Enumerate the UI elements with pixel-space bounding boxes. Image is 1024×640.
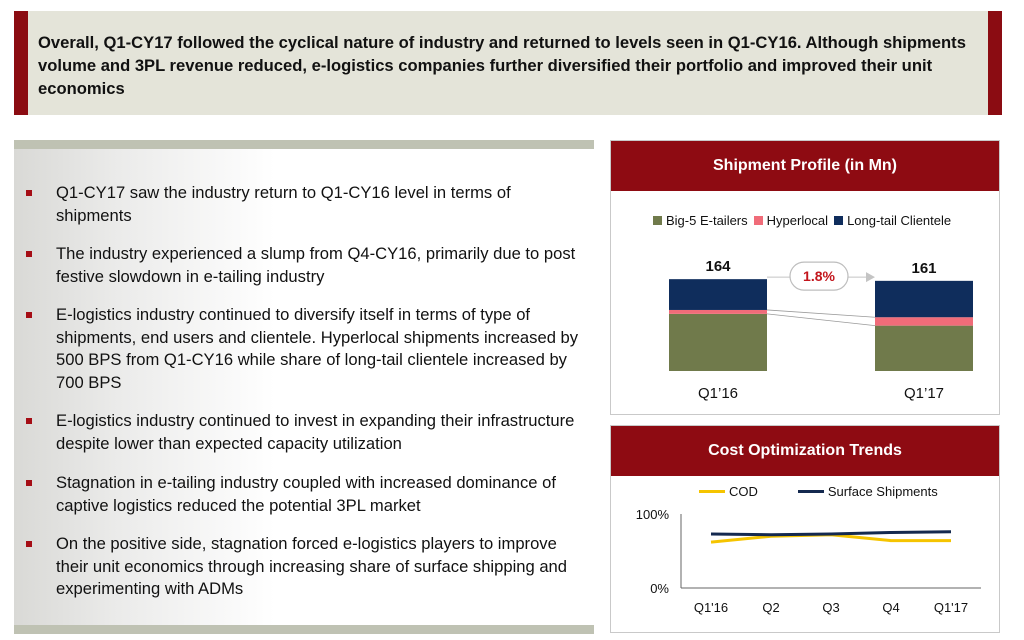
- x-tick-label: Q2: [762, 600, 779, 615]
- shipment-profile-title: Shipment Profile (in Mn): [611, 141, 999, 191]
- bar-total-label: 164: [705, 258, 731, 275]
- legend-swatch: [753, 216, 763, 225]
- category-label: Q1’16: [698, 385, 738, 402]
- legend-line: [797, 490, 824, 493]
- bar-segment: [669, 313, 767, 371]
- legend-item-longtail: Long-tail Clientele: [834, 213, 951, 228]
- legend-label: Surface Shipments: [827, 484, 938, 499]
- bar-segment: [875, 317, 973, 326]
- growth-arrow-head: [866, 272, 875, 283]
- panel-bottom-rule: [14, 625, 594, 634]
- legend-line: [699, 490, 725, 493]
- shipment-legend: Big-5 E-tailers Hyperlocal Long-tail Cli…: [653, 213, 957, 228]
- bullet-marker: [26, 541, 32, 547]
- bar-segment: [875, 325, 973, 371]
- connector-line: [766, 313, 876, 327]
- cost-trends-card: Cost Optimization Trends COD Surface Shi…: [610, 425, 1000, 633]
- page-headline: Overall, Q1-CY17 followed the cyclical n…: [38, 33, 966, 98]
- cost-legend: COD Surface Shipments: [699, 484, 944, 499]
- bullet-marker: [26, 418, 32, 424]
- legend-label: Big-5 E-tailers: [666, 213, 748, 228]
- header-accent-right: [988, 11, 1002, 115]
- legend-swatch: [653, 216, 662, 225]
- legend-item-big5: Big-5 E-tailers: [653, 213, 748, 228]
- surface-series-line: [710, 530, 952, 537]
- legend-label: COD: [729, 484, 758, 499]
- bullet-marker: [26, 312, 32, 318]
- legend-label: Hyperlocal: [766, 213, 829, 228]
- bullet-text: The industry experienced a slump from Q4…: [56, 244, 576, 286]
- bullet-marker: [26, 480, 32, 486]
- legend-item-surface: Surface Shipments: [797, 484, 938, 499]
- x-tick-label: Q4: [882, 600, 899, 615]
- bar-segment: [669, 309, 767, 314]
- y-tick-label: 0%: [650, 581, 669, 596]
- panel-top-rule: [14, 140, 594, 149]
- legend-item-hyperlocal: Hyperlocal: [753, 213, 829, 228]
- growth-bubble: [789, 261, 849, 291]
- bar-segment: [875, 280, 973, 318]
- cost-trends-title: Cost Optimization Trends: [611, 426, 999, 476]
- bullet-text: On the positive side, stagnation forced …: [56, 534, 568, 598]
- connector-line: [766, 309, 876, 318]
- x-tick-label: Q1'16: [694, 600, 728, 615]
- cost-line-chart: 100% 0% Q1'16 Q2 Q3 Q4 Q1'17: [636, 507, 981, 615]
- bar-segment: [669, 279, 767, 310]
- x-tick-label: Q3: [822, 600, 839, 615]
- header-accent-left: [14, 11, 28, 115]
- category-label: Q1’17: [904, 385, 944, 402]
- bullet-marker: [26, 190, 32, 196]
- bullet-text: Stagnation in e-tailing industry coupled…: [56, 473, 556, 515]
- legend-label: Long-tail Clientele: [847, 213, 952, 228]
- legend-item-cod: COD: [699, 484, 758, 499]
- key-points-panel: Q1-CY17 saw the industry return to Q1-CY…: [14, 140, 594, 634]
- bullet-text: Q1-CY17 saw the industry return to Q1-CY…: [56, 183, 511, 225]
- legend-swatch: [834, 216, 844, 225]
- y-tick-label: 100%: [636, 507, 670, 522]
- shipment-bar-chart: 164 Q1’16 161 Q1’17 1.8%: [669, 258, 973, 402]
- shipment-profile-card: Shipment Profile (in Mn) Big-5 E-tailers…: [610, 140, 1000, 415]
- header-banner: Overall, Q1-CY17 followed the cyclical n…: [14, 11, 1002, 115]
- bullet-text: E-logistics industry continued to invest…: [56, 411, 575, 453]
- bullet-marker: [26, 251, 32, 257]
- x-tick-label: Q1'17: [934, 600, 968, 615]
- bar-total-label: 161: [911, 260, 936, 277]
- bullet-text: E-logistics industry continued to divers…: [56, 305, 579, 392]
- growth-annotation: 1.8%: [803, 268, 835, 284]
